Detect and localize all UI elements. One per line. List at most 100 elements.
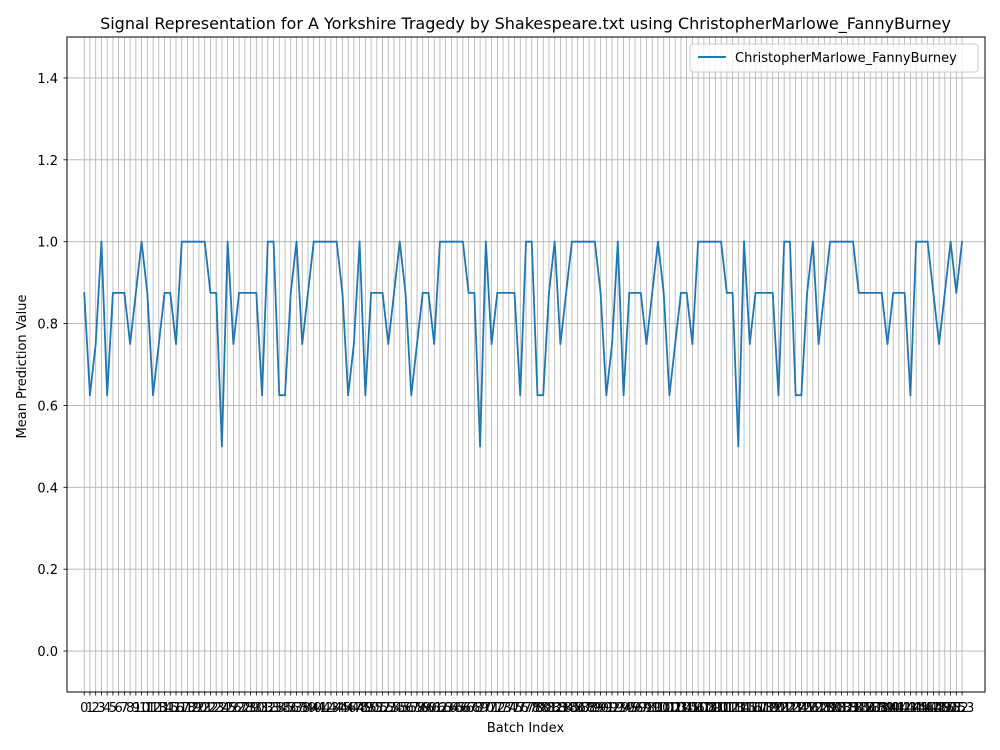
x-tick-label: 129 xyxy=(812,701,837,716)
data-point xyxy=(806,291,809,294)
data-point xyxy=(582,240,585,243)
data-point xyxy=(318,240,321,243)
x-tick-label: 106 xyxy=(680,701,705,716)
x-tick-label: 13 xyxy=(151,701,168,716)
data-point xyxy=(817,343,820,345)
x-tick-label: 45 xyxy=(334,701,351,716)
x-tick-label: 98 xyxy=(638,701,655,716)
x-tick-label: 38 xyxy=(294,701,311,716)
data-point xyxy=(146,291,149,294)
data-point xyxy=(955,291,958,294)
x-tick-label: 123 xyxy=(778,701,803,716)
x-tick-label: 61 xyxy=(426,701,443,716)
x-tick-label: 22 xyxy=(202,701,219,716)
data-point xyxy=(823,291,826,294)
data-point xyxy=(634,291,636,294)
data-point xyxy=(875,291,877,294)
x-tick-label: 7 xyxy=(120,701,128,716)
data-point xyxy=(754,291,757,294)
data-point xyxy=(926,240,929,243)
data-point xyxy=(295,240,298,243)
x-tick-label: 110 xyxy=(703,701,728,716)
data-point xyxy=(766,291,768,294)
x-tick-label: 142 xyxy=(887,701,912,716)
data-point xyxy=(949,240,952,243)
x-tick-label: 124 xyxy=(783,701,808,716)
data-point xyxy=(846,240,849,243)
data-point xyxy=(714,240,717,243)
data-point xyxy=(192,240,195,243)
data-point xyxy=(645,343,648,345)
data-point xyxy=(576,240,579,243)
x-tick-label: 25 xyxy=(219,701,236,716)
y-tick-label: 0.2 xyxy=(37,563,58,578)
x-tick-label: 116 xyxy=(737,701,762,716)
data-point xyxy=(938,343,940,345)
data-point xyxy=(519,394,522,397)
data-point xyxy=(410,394,413,397)
x-tick-label: 130 xyxy=(818,701,843,716)
data-point xyxy=(794,394,797,397)
x-tick-label: 118 xyxy=(749,701,774,716)
data-point xyxy=(266,240,269,243)
data-point xyxy=(748,343,751,345)
data-point xyxy=(272,240,275,243)
legend: ChristopherMarlowe_FannyBurney xyxy=(689,43,979,73)
x-tick-label: 24 xyxy=(214,701,231,716)
x-tick-label: 36 xyxy=(282,701,299,716)
x-tick-label: 1 xyxy=(86,701,94,716)
x-tick-label: 63 xyxy=(437,701,454,716)
data-point xyxy=(588,240,591,243)
x-tick-label: 139 xyxy=(869,701,894,716)
x-tick-label: 48 xyxy=(351,701,368,716)
data-point xyxy=(674,343,677,345)
x-tick-label: 20 xyxy=(191,701,208,716)
data-point xyxy=(89,394,91,397)
x-tick-label: 58 xyxy=(409,701,426,716)
x-tick-label: 80 xyxy=(535,701,552,716)
data-point xyxy=(525,240,527,243)
x-tick-label: 64 xyxy=(443,701,460,716)
x-tick-label: 34 xyxy=(271,701,288,716)
x-tick-label: 87 xyxy=(575,701,592,716)
x-tick-label: 57 xyxy=(403,701,420,716)
data-point xyxy=(743,240,745,243)
data-point xyxy=(284,394,286,397)
data-point xyxy=(416,343,418,345)
x-tick-label: 120 xyxy=(760,701,785,716)
x-tick-label: 84 xyxy=(558,701,575,716)
x-tick-label: 153 xyxy=(950,701,975,716)
x-tick-label: 69 xyxy=(472,701,489,716)
x-tick-label: 54 xyxy=(386,701,403,716)
x-tick-label: 103 xyxy=(663,701,688,716)
data-point xyxy=(943,291,946,294)
y-tick-label: 1.4 xyxy=(37,72,58,87)
data-point xyxy=(249,291,252,294)
data-point xyxy=(215,291,218,294)
x-tick-label: 55 xyxy=(392,701,409,716)
x-tick-label: 11 xyxy=(139,701,156,716)
x-tick-label: 125 xyxy=(789,701,814,716)
x-tick-label: 146 xyxy=(909,701,934,716)
data-point xyxy=(461,240,464,243)
data-point xyxy=(622,394,625,397)
data-point xyxy=(702,240,705,243)
data-point xyxy=(94,343,97,345)
data-point xyxy=(100,240,103,243)
x-tick-label: 43 xyxy=(323,701,340,716)
y-tick-label: 1.0 xyxy=(37,236,58,251)
data-point xyxy=(737,445,740,448)
x-tick-label: 101 xyxy=(651,701,676,716)
data-point xyxy=(301,343,304,345)
x-tick-label: 147 xyxy=(915,701,940,716)
data-point xyxy=(473,291,476,294)
x-tick-label: 35 xyxy=(277,701,294,716)
x-tick-label: 119 xyxy=(755,701,780,716)
x-tick-label: 78 xyxy=(523,701,540,716)
data-point xyxy=(542,394,545,397)
x-tick-label: 73 xyxy=(495,701,512,716)
data-point xyxy=(427,291,430,294)
data-point xyxy=(892,291,895,294)
data-point xyxy=(961,240,963,243)
x-tick-label: 29 xyxy=(242,701,259,716)
